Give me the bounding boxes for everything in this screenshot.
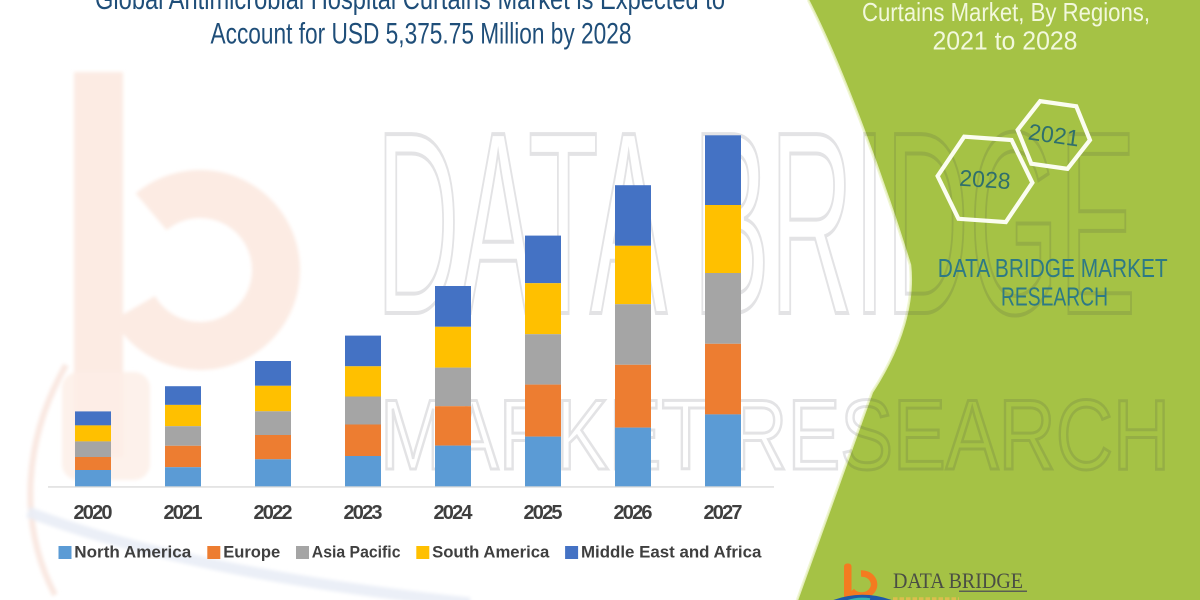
- svg-text:Europe: Europe: [223, 543, 280, 562]
- svg-text:Middle East and Africa: Middle East and Africa: [581, 543, 762, 562]
- svg-text:Curtains Market, By Regions,: Curtains Market, By Regions,: [862, 0, 1150, 27]
- svg-text:2026: 2026: [614, 502, 653, 524]
- svg-text:2021: 2021: [164, 502, 203, 524]
- svg-text:DATA BRIDGE MARKET: DATA BRIDGE MARKET: [938, 253, 1168, 283]
- svg-text:2024: 2024: [434, 502, 474, 524]
- svg-text:MARKET RESEARCH: MARKET RESEARCH: [380, 379, 1170, 490]
- svg-text:2027: 2027: [704, 502, 743, 524]
- svg-text:2021 to 2028: 2021 to 2028: [933, 26, 1078, 56]
- svg-text:South America: South America: [432, 543, 550, 562]
- svg-text:DATA BRIDGE: DATA BRIDGE: [893, 568, 1023, 593]
- svg-text:RESEARCH: RESEARCH: [1001, 282, 1108, 312]
- svg-text:2022: 2022: [254, 502, 293, 524]
- svg-text:2020: 2020: [74, 502, 113, 524]
- svg-text:Asia Pacific: Asia Pacific: [312, 543, 401, 562]
- svg-text:North America: North America: [74, 543, 192, 562]
- svg-text:DATA BRIDGE: DATA BRIDGE: [376, 79, 1136, 369]
- svg-text:2023: 2023: [344, 502, 383, 524]
- svg-text:Global Antimicrobial Hospital: Global Antimicrobial Hospital Curtains M…: [95, 0, 725, 16]
- svg-text:2028: 2028: [959, 165, 1012, 195]
- svg-text:Account for USD 5,375.75 Milli: Account for USD 5,375.75 Million by 2028: [211, 18, 632, 51]
- svg-text:2025: 2025: [524, 502, 563, 524]
